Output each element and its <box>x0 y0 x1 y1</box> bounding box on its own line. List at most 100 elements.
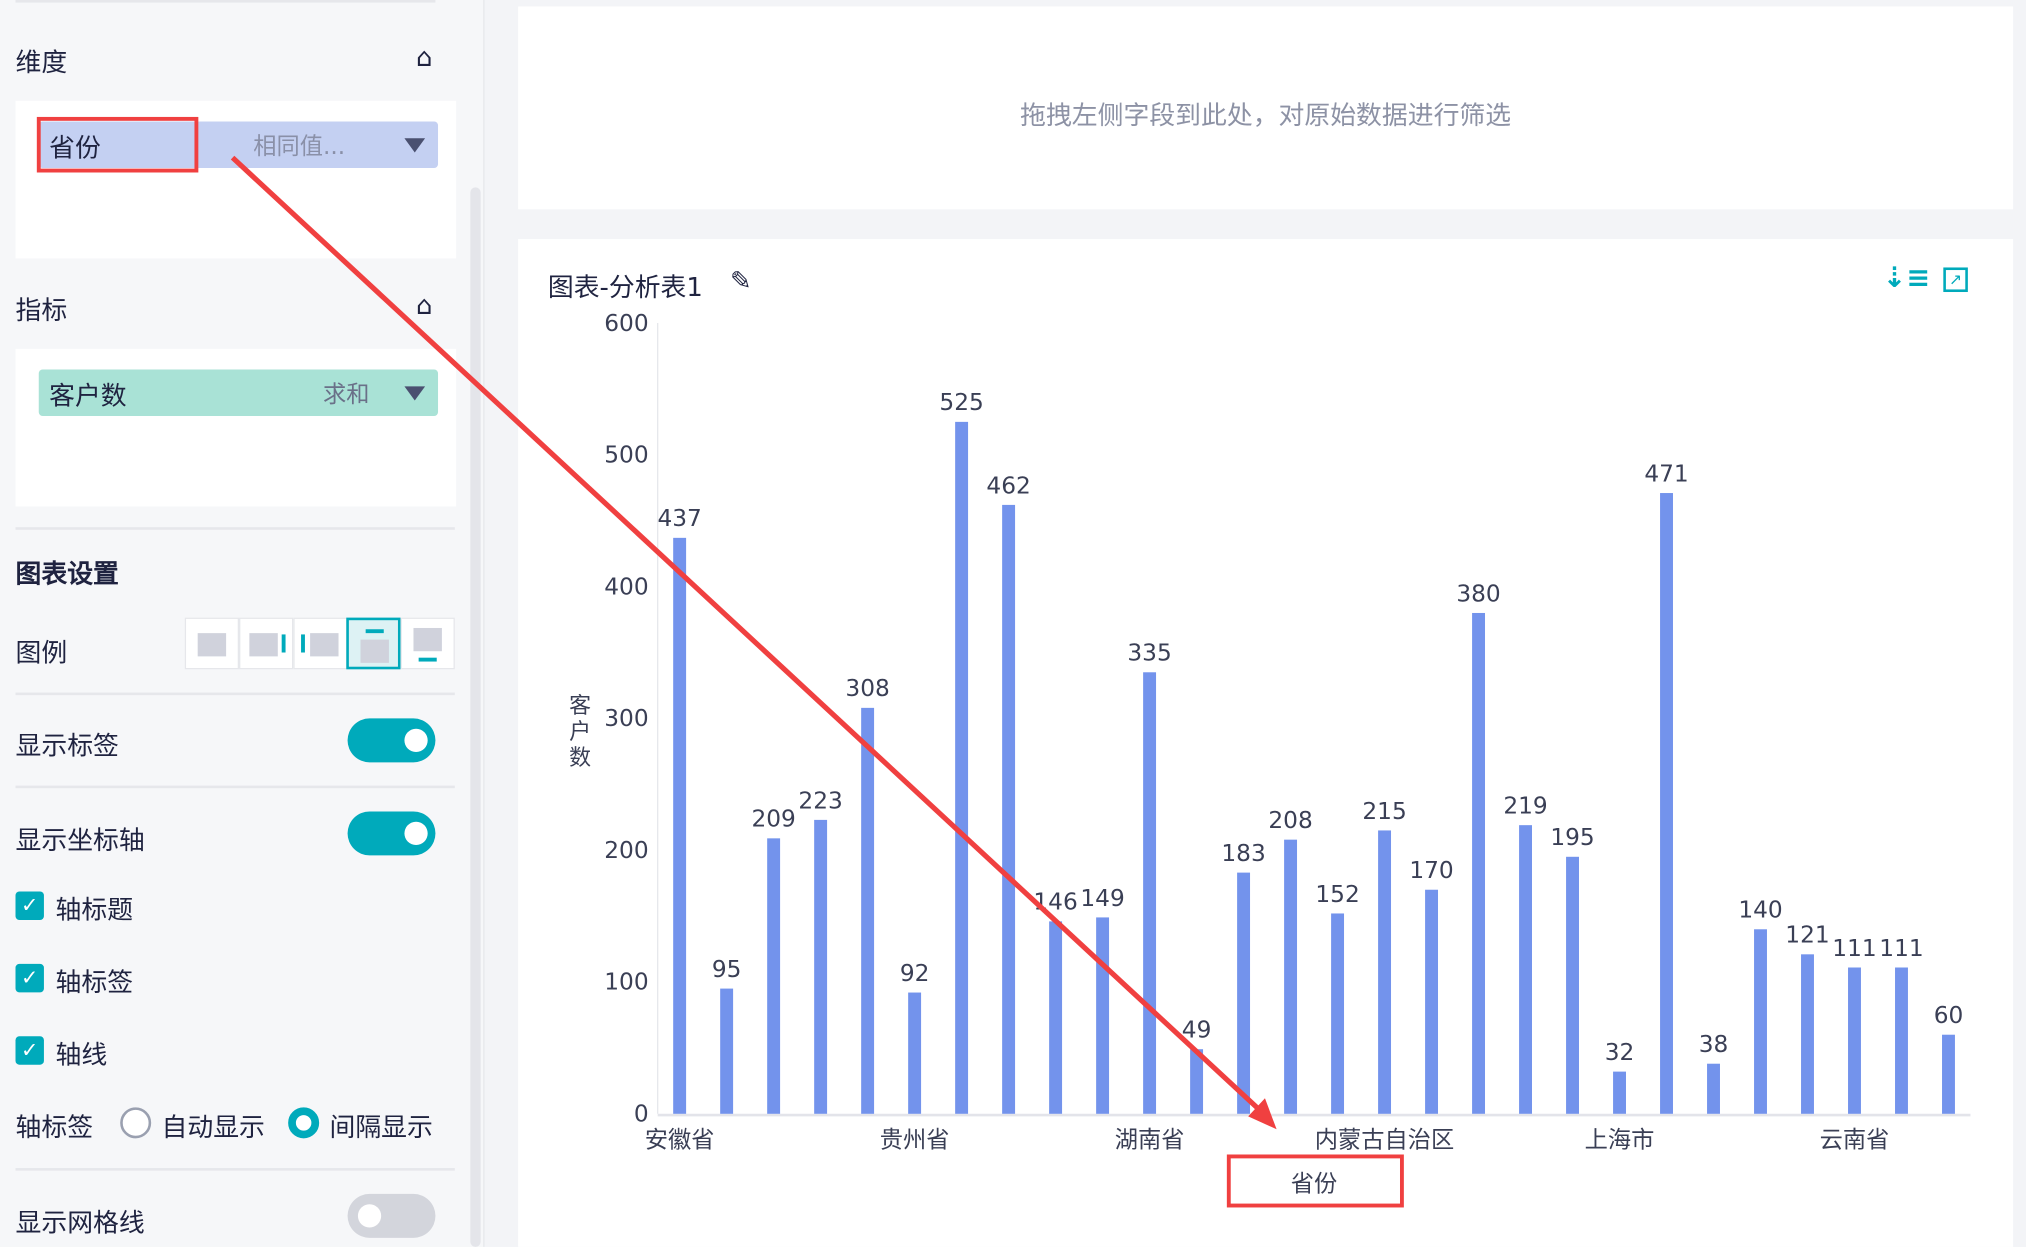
bar <box>1002 504 1016 1114</box>
data-label: 92 <box>900 960 930 987</box>
show-labels-label: 显示标签 <box>15 730 119 762</box>
data-label: 308 <box>845 675 889 702</box>
data-label: 335 <box>1127 640 1171 667</box>
axis-line-checkbox[interactable]: ✓ <box>15 1036 44 1065</box>
data-label: 525 <box>939 389 983 416</box>
data-label: 95 <box>712 956 742 983</box>
bar <box>673 537 687 1114</box>
data-label: 32 <box>1605 1039 1635 1066</box>
y-tick-label: 100 <box>604 969 648 996</box>
y-tick-label: 300 <box>604 705 648 732</box>
axis-line-label: 轴线 <box>55 1038 108 1070</box>
x-tick-label: 云南省 <box>1820 1126 1890 1153</box>
data-label: 462 <box>986 472 1030 499</box>
y-tick-label: 200 <box>604 837 648 864</box>
data-label: 215 <box>1362 798 1406 825</box>
bar <box>1049 921 1063 1114</box>
bar <box>1331 913 1345 1114</box>
data-label: 380 <box>1456 580 1500 607</box>
bar <box>1143 672 1157 1114</box>
expand-icon[interactable]: ↗ <box>1943 267 1968 293</box>
data-label: 209 <box>751 806 795 833</box>
interval-display-label: 间隔显示 <box>329 1111 433 1143</box>
data-label: 152 <box>1315 881 1359 908</box>
show-grid-label: 显示网格线 <box>15 1206 145 1238</box>
data-label: 437 <box>657 505 701 532</box>
axis-labels-label: 轴标签 <box>55 966 134 998</box>
bar <box>1801 954 1814 1114</box>
bar <box>1284 839 1298 1114</box>
bar <box>720 988 734 1114</box>
bar <box>1613 1071 1626 1114</box>
data-label: 183 <box>1221 840 1265 867</box>
axis-labels-checkbox[interactable]: ✓ <box>15 963 44 993</box>
x-tick-label: 安徽省 <box>645 1126 715 1153</box>
bar <box>1942 1034 1955 1114</box>
x-tick-label: 贵州省 <box>880 1126 950 1153</box>
data-label: 140 <box>1738 897 1782 924</box>
bar <box>1237 872 1251 1114</box>
axis-title-label: 轴标题 <box>55 894 134 926</box>
data-label: 49 <box>1182 1017 1212 1044</box>
y-axis-title-char: 户 <box>569 720 591 745</box>
bar <box>1519 825 1532 1114</box>
bar <box>1848 967 1861 1114</box>
bar <box>1707 1063 1720 1114</box>
bar <box>1096 917 1110 1114</box>
bar <box>814 819 828 1114</box>
data-label: 208 <box>1268 807 1312 834</box>
bar <box>861 707 875 1114</box>
data-label: 471 <box>1644 460 1688 487</box>
auto-display-label: 自动显示 <box>161 1111 265 1143</box>
bar <box>908 992 922 1114</box>
bar <box>1660 493 1673 1114</box>
x-tick-label: 上海市 <box>1585 1126 1655 1153</box>
dimension-title: 维度 <box>15 46 68 78</box>
bar <box>1425 889 1439 1114</box>
x-tick-label: 湖南省 <box>1115 1126 1185 1153</box>
bar <box>1566 856 1579 1114</box>
data-label: 111 <box>1832 935 1876 962</box>
chevron-down-icon[interactable] <box>404 138 426 153</box>
bar <box>1754 929 1767 1114</box>
sort-icon[interactable]: ⇣≡ <box>1882 262 1931 295</box>
bar <box>1378 830 1392 1114</box>
metric-field-name: 客户数 <box>49 379 127 411</box>
data-label: 121 <box>1785 922 1829 949</box>
clear-dimension-icon[interactable]: ⌂ <box>416 41 433 73</box>
show-axis-label: 显示坐标轴 <box>15 824 145 856</box>
axis-title-checkbox[interactable]: ✓ <box>15 891 44 920</box>
y-tick-label: 0 <box>634 1101 649 1128</box>
y-axis-title-char: 数 <box>569 746 591 771</box>
y-tick-label: 500 <box>604 442 648 469</box>
divider <box>15 1168 455 1171</box>
metric-title: 指标 <box>15 294 68 326</box>
data-label: 195 <box>1550 824 1594 851</box>
data-label: 223 <box>798 787 842 814</box>
auto-display-radio[interactable] <box>120 1107 152 1139</box>
legend-none-option[interactable] <box>184 617 240 670</box>
x-axis-title: 省份 <box>1291 1170 1338 1197</box>
data-label: 219 <box>1503 793 1547 820</box>
divider <box>15 0 436 3</box>
filter-placeholder: 拖拽左侧字段到此处，对原始数据进行筛选 <box>1020 99 1512 131</box>
y-tick-label: 600 <box>604 310 648 337</box>
x-tick-label: 内蒙古自治区 <box>1315 1126 1455 1153</box>
chart-settings-title: 图表设置 <box>15 558 119 590</box>
bar <box>955 421 969 1114</box>
dimension-filter: 相同值... <box>253 133 346 161</box>
legend-label: 图例 <box>15 637 68 669</box>
data-label: 38 <box>1699 1031 1729 1058</box>
y-axis-title-char: 客 <box>569 694 591 719</box>
data-label: 149 <box>1080 885 1124 912</box>
bar <box>767 838 781 1114</box>
data-label: 111 <box>1879 935 1923 962</box>
data-label: 146 <box>1033 889 1077 916</box>
data-label: 170 <box>1409 857 1453 884</box>
bar <box>1472 612 1486 1114</box>
y-tick-label: 400 <box>604 573 648 600</box>
show-grid-toggle[interactable] <box>347 1193 436 1238</box>
data-label: 60 <box>1934 1002 1964 1029</box>
chart-icon <box>197 633 227 657</box>
